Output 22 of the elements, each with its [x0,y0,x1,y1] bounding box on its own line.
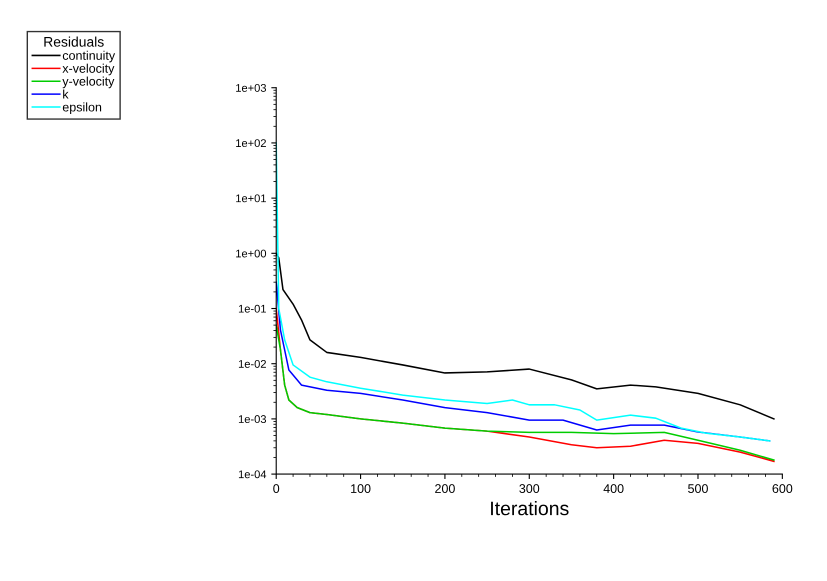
x-tick-label: 0 [273,484,280,493]
x-tick-label: 100 [351,484,371,493]
x-tick-label: 200 [435,484,455,493]
y-tick-label: 1e-04 [238,470,266,478]
legend-label: y-velocity [62,76,114,88]
y-tick-label: 1e+03 [236,84,266,92]
legend-label: x-velocity [62,64,114,76]
legend-label: continuity [62,50,116,62]
y-tick-label: 1e+00 [236,250,266,258]
x-axis-title: Iterations [491,501,569,516]
y-tick-label: 1e+01 [236,194,266,202]
y-tick-label: 1e-02 [238,360,266,368]
y-tick-label: 1e+02 [236,139,266,148]
x-tick-label: 600 [772,484,792,493]
legend-label: k [63,89,69,99]
x-tick-label: 300 [519,484,540,493]
x-tick-label: 400 [603,484,624,493]
legend-label: epsilon [62,102,102,114]
y-tick-label: 1e-03 [238,415,266,424]
legend-title: Residuals [44,36,104,47]
x-tick-label: 500 [688,484,708,493]
y-tick-label: 1e-01 [238,304,266,313]
